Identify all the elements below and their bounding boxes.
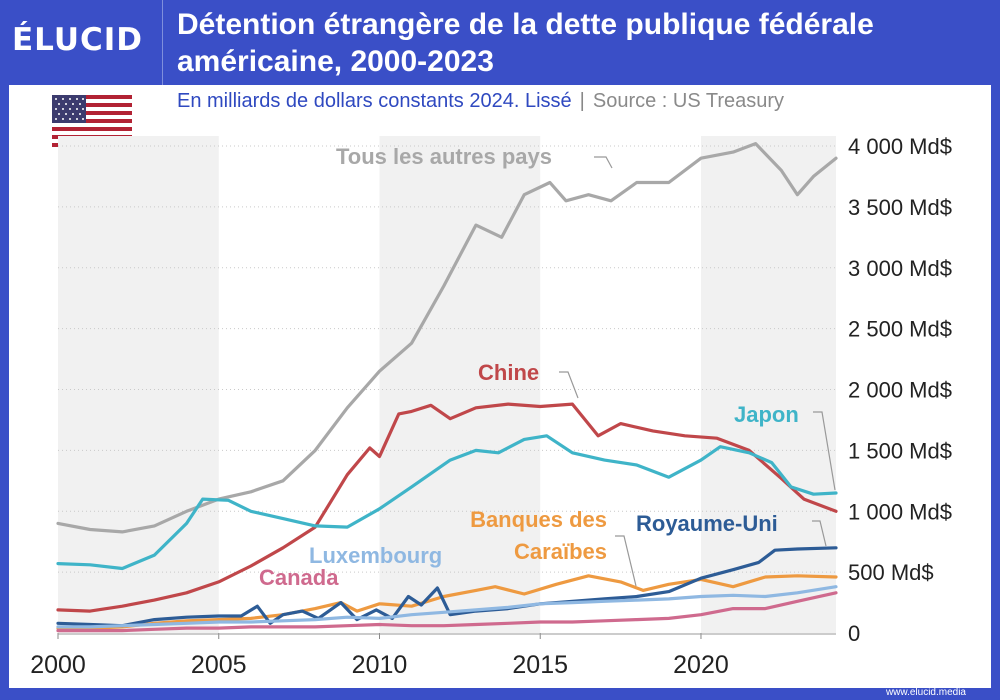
- label-caribbean-line2: Caraïbes: [514, 539, 607, 564]
- y-tick-label: 2 000 Md$: [848, 378, 952, 403]
- frame-bottom: [0, 688, 1000, 700]
- y-tick-label: 1 500 Md$: [848, 438, 952, 463]
- label-uk: Royaume-Uni: [636, 511, 778, 536]
- y-tick-label: 500 Md$: [848, 560, 934, 585]
- leader-caribbean: [615, 535, 637, 587]
- header-divider: [162, 0, 163, 85]
- footer-url: www.elucid.media: [885, 687, 966, 698]
- x-tick-label: 2005: [191, 651, 247, 679]
- leader-china: [559, 371, 579, 399]
- shaded-band-0: [58, 136, 219, 633]
- chart-subtitle: En milliards de dollars constants 2024. …: [177, 90, 784, 113]
- elucid-logo: ÉLUCID: [12, 22, 144, 58]
- x-tick-label: 2020: [673, 651, 729, 679]
- x-tick-label: 2015: [512, 651, 568, 679]
- leader-uk: [812, 520, 827, 547]
- y-tick-label: 3 500 Md$: [848, 195, 952, 220]
- series-line-luxembourg: [56, 585, 838, 629]
- label-canada: Canada: [259, 565, 339, 590]
- label-others: Tous les autres pays: [336, 144, 552, 169]
- subtitle-separator: |: [579, 90, 585, 112]
- label-japan: Japon: [734, 402, 799, 427]
- chart-title: Détention étrangère de la dette publique…: [177, 8, 874, 78]
- label-china: Chine: [478, 360, 539, 385]
- header-bar: [0, 0, 1000, 85]
- y-tick-label: 0: [848, 621, 860, 646]
- source-text: Source : US Treasury: [592, 90, 785, 112]
- series-line-chine: [56, 402, 838, 613]
- series-line-tous-les-autres-pays: [56, 142, 838, 534]
- y-tick-label: 2 500 Md$: [848, 317, 952, 342]
- label-luxembourg: Luxembourg: [309, 543, 442, 568]
- frame-right: [991, 85, 1000, 700]
- series-line-royaume-uni: [56, 546, 838, 628]
- series-line-canada: [56, 591, 838, 633]
- shaded-band-1: [379, 136, 541, 633]
- y-tick-label: 3 000 Md$: [848, 256, 952, 281]
- y-tick-label: 4 000 Md$: [848, 134, 952, 159]
- leader-japan: [813, 411, 836, 491]
- x-tick-label: 2010: [352, 651, 408, 679]
- x-tick-label: 2000: [30, 651, 86, 679]
- label-caribbean-line1: Banques des: [470, 507, 607, 532]
- series-line-japon: [56, 434, 838, 571]
- y-tick-label: 1 000 Md$: [848, 499, 952, 524]
- leader-others: [594, 156, 613, 169]
- subtitle-text: En milliards de dollars constants 2024. …: [177, 90, 572, 112]
- shaded-band-2: [700, 136, 836, 633]
- frame-left: [0, 85, 9, 700]
